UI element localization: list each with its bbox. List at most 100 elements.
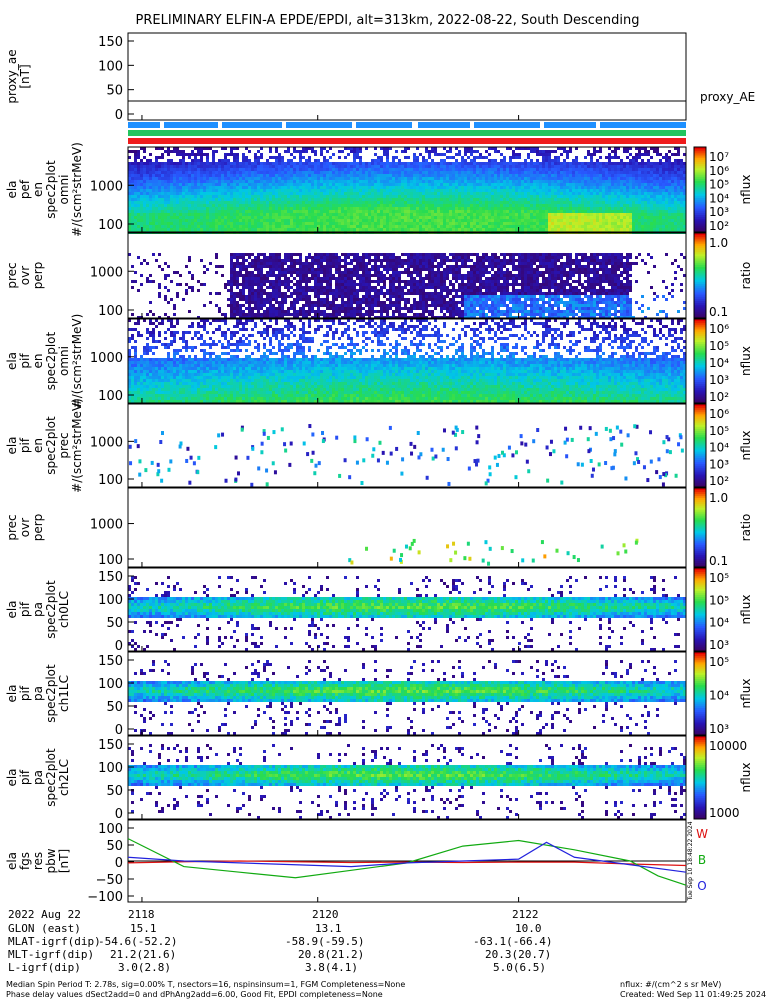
p1-pixel	[140, 222, 143, 225]
p1-pixel	[209, 147, 212, 150]
p1-pixel	[398, 192, 401, 195]
p1-pixel	[455, 207, 458, 210]
p1-pixel	[251, 201, 254, 204]
p1-pixel	[299, 198, 302, 201]
p1-pixel	[260, 180, 263, 183]
p1-pixel	[182, 207, 185, 210]
p1-pixel	[506, 180, 509, 183]
p1-pixel	[515, 177, 518, 180]
p1-pixel	[485, 213, 488, 216]
p1-pixel	[665, 171, 668, 174]
p1-pixel	[203, 171, 206, 174]
p1-pixel	[404, 219, 407, 222]
p1-pixel	[278, 219, 281, 222]
p1-pixel	[173, 219, 176, 222]
p1-pixel	[569, 210, 572, 213]
p1-pixel	[593, 228, 596, 231]
p1-pixel	[548, 195, 551, 198]
p1-pixel	[671, 219, 674, 222]
p1-pixel	[614, 201, 617, 204]
p1-pixel	[542, 207, 545, 210]
p1-pixel	[482, 156, 485, 159]
p1-pixel	[368, 183, 371, 186]
p1-pixel	[611, 207, 614, 210]
p1-pixel	[149, 228, 152, 231]
p1-pixel	[344, 216, 347, 219]
p1-pixel	[380, 174, 383, 177]
p1-pixel	[350, 171, 353, 174]
p1-pixel	[566, 183, 569, 186]
p1-pixel	[392, 222, 395, 225]
p1-pixel	[380, 171, 383, 174]
p1-pixel	[272, 216, 275, 219]
p1-pixel	[431, 213, 434, 216]
p1-pixel	[533, 201, 536, 204]
p1-pixel	[677, 228, 680, 231]
p1-pixel	[464, 198, 467, 201]
p1-pixel	[314, 210, 317, 213]
p1-pixel	[194, 213, 197, 216]
p1-pixel	[494, 213, 497, 216]
p1-pixel	[287, 162, 290, 165]
p1-pixel	[128, 225, 131, 228]
p1-pixel	[128, 150, 131, 153]
p1-pixel	[467, 183, 470, 186]
p1-pixel	[137, 171, 140, 174]
p1-pixel	[320, 201, 323, 204]
p1-pixel	[545, 180, 548, 183]
p1-pixel	[533, 225, 536, 228]
p1-pixel	[254, 174, 257, 177]
p1-pixel	[476, 192, 479, 195]
p1-pixel	[284, 168, 287, 171]
p1-pixel	[491, 228, 494, 231]
p1-pixel	[482, 174, 485, 177]
p1-pixel	[332, 228, 335, 231]
p1-pixel	[455, 171, 458, 174]
p1-pixel	[482, 168, 485, 171]
p1-pixel	[287, 216, 290, 219]
p1-pixel	[164, 210, 167, 213]
p1-pixel	[368, 210, 371, 213]
p1-pixel	[581, 165, 584, 168]
p1-pixel	[683, 162, 686, 165]
p1-pixel	[197, 216, 200, 219]
p1-pixel	[254, 171, 257, 174]
p1-pixel	[221, 213, 224, 216]
p1-pixel	[452, 168, 455, 171]
p1-pixel	[620, 207, 623, 210]
p1-pixel	[272, 228, 275, 231]
p1-pixel	[215, 216, 218, 219]
p1-pixel	[509, 171, 512, 174]
p1-pixel	[413, 204, 416, 207]
p1-pixel	[248, 204, 251, 207]
p1-pixel	[653, 216, 656, 219]
p1-pixel	[470, 159, 473, 162]
p1-pixel	[482, 213, 485, 216]
p1-pixel	[479, 168, 482, 171]
p1-pixel	[185, 225, 188, 228]
p1-pixel	[653, 204, 656, 207]
p1-pixel	[359, 207, 362, 210]
p1-pixel	[389, 216, 392, 219]
p1-pixel	[629, 192, 632, 195]
p1-pixel	[395, 198, 398, 201]
p1-pixel	[230, 210, 233, 213]
p1-pixel	[182, 213, 185, 216]
p1-pixel	[383, 228, 386, 231]
p1-pixel	[245, 177, 248, 180]
p1-pixel	[224, 171, 227, 174]
p1-cbar-cell	[694, 147, 706, 150]
p1-pixel	[347, 147, 350, 150]
p1-pixel	[662, 213, 665, 216]
p1-pixel	[191, 189, 194, 192]
p1-pixel	[377, 225, 380, 228]
p1-pixel	[179, 207, 182, 210]
p1-pixel	[572, 213, 575, 216]
p1-pixel	[344, 210, 347, 213]
p1-pixel	[575, 219, 578, 222]
p1-pixel	[587, 153, 590, 156]
p1-pixel	[392, 210, 395, 213]
p1-pixel	[635, 168, 638, 171]
p1-pixel	[644, 207, 647, 210]
p1-pixel	[641, 204, 644, 207]
